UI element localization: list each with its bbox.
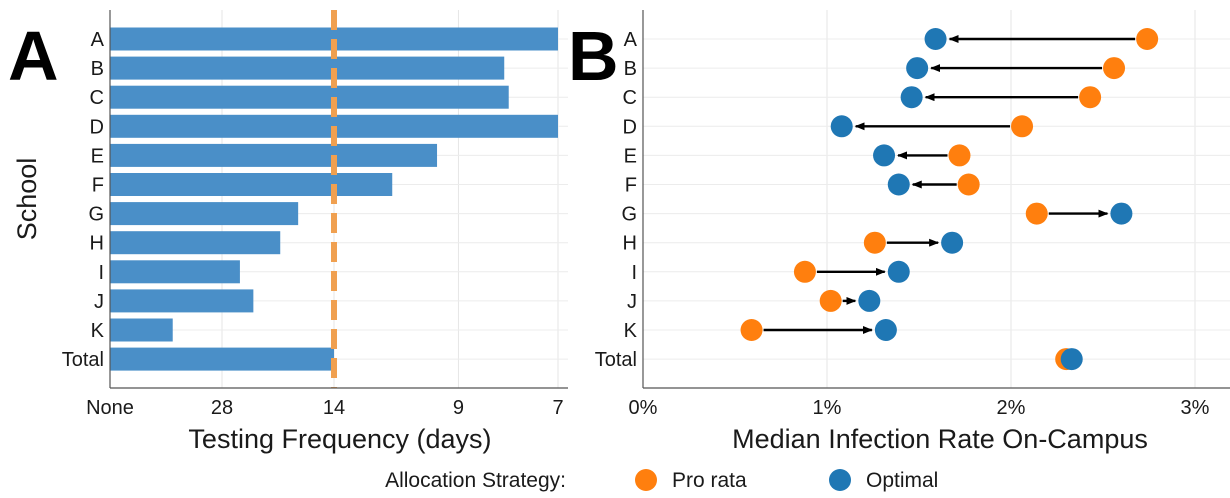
panel-b-y-tick-f: F — [625, 175, 637, 197]
panel-a-x-tick-labels: None 28 14 9 7 — [86, 397, 563, 419]
panel-b-y-tick-j: J — [627, 291, 637, 313]
dot-optimal-i — [887, 260, 910, 283]
panel-a-y-tick-a: A — [91, 29, 105, 51]
panel-b-x-tick-2-: 2% — [997, 397, 1026, 419]
panel-a-x-tick-28: 28 — [211, 397, 233, 419]
panel-a-y-tick-k: K — [91, 320, 105, 342]
bar-f — [110, 173, 393, 196]
dot-optimal-g — [1110, 202, 1133, 225]
panel-b-y-tick-k: K — [624, 320, 638, 342]
dot-optimal-b — [906, 57, 929, 80]
dot-optimal-j — [858, 289, 881, 312]
panel-a-x-tick-7: 7 — [552, 397, 563, 419]
panel-b-y-tick-g: G — [621, 204, 637, 226]
panel-a-x-tick-14: 14 — [323, 397, 345, 419]
bar-j — [110, 289, 254, 313]
panel-a-y-tick-total: Total — [62, 349, 104, 371]
legend-label-optimal: Optimal — [866, 469, 938, 492]
panel-a-y-tick-j: J — [94, 291, 104, 313]
bar-total — [110, 347, 334, 371]
panel-b-x-tick-1-: 1% — [813, 397, 842, 419]
dot-pro-rata-f — [957, 173, 980, 196]
dot-pro-rata-j — [819, 289, 842, 312]
legend-marker-optimal — [829, 469, 851, 491]
panel-b-y-tick-e: E — [624, 145, 637, 167]
panel-a-y-tick-f: F — [92, 175, 104, 197]
dot-optimal-a — [924, 28, 947, 50]
panel-a-y-tick-h: H — [90, 233, 104, 255]
legend-marker-pro-rata — [635, 469, 657, 491]
dot-optimal-k — [874, 319, 897, 341]
dot-pro-rata-a — [1136, 28, 1159, 50]
panel-a-y-tick-b: B — [91, 58, 104, 80]
dot-optimal-h — [941, 231, 964, 254]
panel-b-y-tick-a: A — [624, 29, 638, 51]
dot-pro-rata-h — [863, 231, 886, 254]
panel-b-y-tick-b: B — [624, 58, 637, 80]
bar-i — [110, 260, 240, 284]
panel-b-gridlines — [642, 10, 1230, 388]
panel-b-x-tick-labels: 0% 1% 2% 3% — [629, 397, 1210, 419]
legend: Allocation Strategy: Pro rata Optimal — [385, 469, 938, 492]
bar-k — [110, 318, 173, 342]
panel-b-y-tick-c: C — [623, 87, 637, 109]
legend-label-pro-rata: Pro rata — [672, 469, 747, 492]
dot-optimal-c — [900, 86, 923, 109]
panel-a-y-tick-g: G — [88, 204, 104, 226]
panel-b-y-tick-i: I — [631, 262, 637, 284]
panel-b-x-tick-0-: 0% — [629, 397, 658, 419]
dot-pro-rata-b — [1103, 57, 1126, 80]
panel-a-y-tick-c: C — [90, 87, 104, 109]
bar-g — [110, 202, 299, 226]
dot-optimal-e — [873, 144, 896, 167]
dot-pro-rata-e — [948, 144, 971, 167]
panel-b-arrows — [763, 35, 1136, 334]
bar-e — [110, 143, 438, 167]
bar-c — [110, 85, 509, 109]
dot-optimal-total — [1060, 348, 1083, 371]
panel-b-y-tick-total: Total — [595, 349, 637, 371]
panel-a-y-axis-label: School — [12, 158, 42, 241]
panel-b-y-tick-h: H — [623, 233, 637, 255]
legend-title: Allocation Strategy: — [385, 469, 566, 492]
dot-pro-rata-i — [793, 260, 816, 283]
panel-a-x-tick-none: None — [86, 397, 134, 419]
panel-a-x-axis-label: Testing Frequency (days) — [188, 424, 491, 454]
dot-optimal-f — [887, 173, 910, 196]
dot-pro-rata-c — [1079, 86, 1102, 109]
panel-a-x-tick-9: 9 — [453, 397, 464, 419]
panel-a-y-tick-e: E — [91, 145, 104, 167]
dot-pro-rata-k — [740, 319, 763, 341]
panel-b-x-axis-label: Median Infection Rate On-Campus — [732, 424, 1148, 454]
panel-b-dots — [740, 28, 1159, 371]
panel-a-bars — [110, 27, 558, 371]
panel-b-x-tick-3-: 3% — [1181, 397, 1210, 419]
panel-a-y-tick-i: I — [98, 262, 104, 284]
dot-optimal-d — [830, 115, 853, 138]
panel-a-label: A — [8, 17, 59, 95]
dot-pro-rata-d — [1011, 115, 1034, 138]
panel-b-label: B — [568, 17, 619, 95]
dot-pro-rata-g — [1025, 202, 1048, 225]
panel-b-y-tick-d: D — [623, 116, 637, 138]
panel-a-y-tick-d: D — [90, 116, 104, 138]
bar-b — [110, 56, 505, 80]
bar-h — [110, 231, 281, 255]
